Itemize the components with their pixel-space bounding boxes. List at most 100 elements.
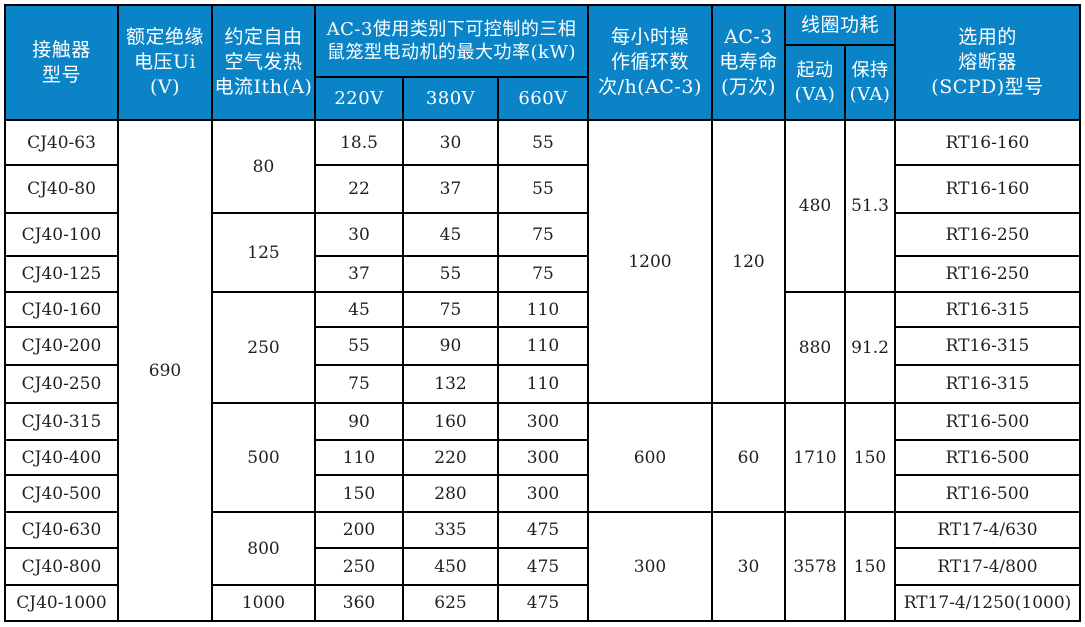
power-380v-cell: 625 — [404, 586, 497, 620]
header-660v: 660V — [499, 78, 587, 119]
fuse-cell: RT16-250 — [896, 214, 1079, 255]
fuse-cell: RT16-160 — [896, 166, 1079, 212]
model-cell: CJ40-250 — [6, 366, 117, 402]
rated-voltage-cell: 690 — [119, 121, 211, 620]
holding-va-cell: 51.3 — [846, 121, 894, 291]
model-cell: CJ40-160 — [6, 293, 117, 326]
header-rated-insulation-voltage: 额定绝缘 电压Ui (V) — [119, 6, 211, 119]
power-220v-cell: 55 — [316, 328, 402, 364]
power-220v-cell: 90 — [316, 404, 402, 439]
power-220v-cell: 110 — [316, 441, 402, 474]
model-cell: CJ40-500 — [6, 476, 117, 511]
power-220v-cell: 22 — [316, 166, 402, 212]
header-selected-fuse-scpd: 选用的 熔断器 (SCPD)型号 — [896, 6, 1079, 119]
power-220v-cell: 45 — [316, 293, 402, 326]
power-660v-cell: 300 — [499, 441, 587, 474]
model-cell: CJ40-400 — [6, 441, 117, 474]
fuse-cell: RT16-160 — [896, 121, 1079, 164]
fuse-cell: RT16-315 — [896, 293, 1079, 326]
ith-cell: 500 — [213, 404, 314, 511]
header-ac3-max-motor-power: AC-3使用类别下可控制的三相 鼠笼型电动机的最大功率(kW) — [316, 6, 587, 76]
cycles-cell: 300 — [589, 513, 711, 620]
power-660v-cell: 475 — [499, 586, 587, 620]
power-220v-cell: 360 — [316, 586, 402, 620]
power-380v-cell: 280 — [404, 476, 497, 511]
model-cell: CJ40-800 — [6, 549, 117, 584]
power-220v-cell: 150 — [316, 476, 402, 511]
power-380v-cell: 132 — [404, 366, 497, 402]
ith-cell: 1000 — [213, 586, 314, 620]
model-cell: CJ40-200 — [6, 328, 117, 364]
power-660v-cell: 110 — [499, 366, 587, 402]
power-660v-cell: 300 — [499, 404, 587, 439]
header-holding-va: 保持 (VA) — [846, 46, 894, 119]
model-cell: CJ40-1000 — [6, 586, 117, 620]
header-conventional-thermal-current: 约定自由 空气发热 电流Ith(A) — [213, 6, 314, 119]
power-220v-cell: 37 — [316, 257, 402, 291]
holding-va-cell: 150 — [846, 404, 894, 511]
pickup-va-cell: 880 — [786, 293, 844, 402]
cycles-cell: 600 — [589, 404, 711, 511]
ith-cell: 800 — [213, 513, 314, 584]
power-380v-cell: 335 — [404, 513, 497, 547]
fuse-cell: RT17-4/630 — [896, 513, 1079, 547]
fuse-cell: RT17-4/1250(1000) — [896, 586, 1079, 620]
power-380v-cell: 75 — [404, 293, 497, 326]
fuse-cell: RT16-500 — [896, 441, 1079, 474]
power-220v-cell: 18.5 — [316, 121, 402, 164]
power-380v-cell: 450 — [404, 549, 497, 584]
fuse-cell: RT16-315 — [896, 366, 1079, 402]
life-cell: 30 — [713, 513, 784, 620]
power-220v-cell: 200 — [316, 513, 402, 547]
power-380v-cell: 55 — [404, 257, 497, 291]
pickup-va-cell: 3578 — [786, 513, 844, 620]
holding-va-cell: 91.2 — [846, 293, 894, 402]
pickup-va-cell: 1710 — [786, 404, 844, 511]
power-660v-cell: 475 — [499, 513, 587, 547]
cycles-cell: 1200 — [589, 121, 711, 402]
life-cell: 60 — [713, 404, 784, 511]
power-660v-cell: 75 — [499, 214, 587, 255]
power-380v-cell: 45 — [404, 214, 497, 255]
ith-cell: 250 — [213, 293, 314, 402]
pickup-va-cell: 480 — [786, 121, 844, 291]
power-660v-cell: 300 — [499, 476, 587, 511]
power-380v-cell: 37 — [404, 166, 497, 212]
model-cell: CJ40-100 — [6, 214, 117, 255]
power-220v-cell: 250 — [316, 549, 402, 584]
life-cell: 120 — [713, 121, 784, 402]
power-220v-cell: 75 — [316, 366, 402, 402]
header-ac3-electrical-life: AC-3 电寿命 (万次) — [713, 6, 784, 119]
header-220v: 220V — [316, 78, 402, 119]
model-cell: CJ40-125 — [6, 257, 117, 291]
power-660v-cell: 110 — [499, 328, 587, 364]
model-cell: CJ40-63 — [6, 121, 117, 164]
power-380v-cell: 220 — [404, 441, 497, 474]
fuse-cell: RT16-315 — [896, 328, 1079, 364]
model-cell: CJ40-315 — [6, 404, 117, 439]
model-cell: CJ40-80 — [6, 166, 117, 212]
power-380v-cell: 160 — [404, 404, 497, 439]
power-660v-cell: 110 — [499, 293, 587, 326]
power-660v-cell: 55 — [499, 166, 587, 212]
holding-va-cell: 150 — [846, 513, 894, 620]
header-380v: 380V — [404, 78, 497, 119]
ith-cell: 80 — [213, 121, 314, 212]
fuse-cell: RT16-500 — [896, 476, 1079, 511]
header-pickup-va: 起动 (VA) — [786, 46, 844, 119]
fuse-cell: RT16-500 — [896, 404, 1079, 439]
power-220v-cell: 30 — [316, 214, 402, 255]
power-660v-cell: 55 — [499, 121, 587, 164]
power-660v-cell: 475 — [499, 549, 587, 584]
fuse-cell: RT17-4/800 — [896, 549, 1079, 584]
contactor-spec-table: 接触器 型号 额定绝缘 电压Ui (V) 约定自由 空气发热 电流Ith(A) … — [4, 4, 1081, 622]
header-operating-cycles-per-hour: 每小时操 作循环数 次/h(AC-3) — [589, 6, 711, 119]
ith-cell: 125 — [213, 214, 314, 291]
power-380v-cell: 90 — [404, 328, 497, 364]
header-contactor-model: 接触器 型号 — [6, 6, 117, 119]
power-380v-cell: 30 — [404, 121, 497, 164]
model-cell: CJ40-630 — [6, 513, 117, 547]
power-660v-cell: 75 — [499, 257, 587, 291]
header-coil-power-consumption: 线圈功耗 — [786, 6, 894, 44]
